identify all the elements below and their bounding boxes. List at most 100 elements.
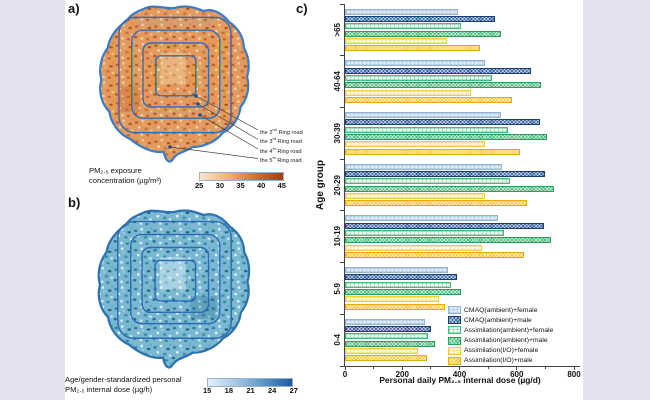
bar-20-29-CMAQ(ambient)+female	[345, 163, 503, 170]
x-axis-minor-tick	[373, 366, 375, 369]
legend-row: Assimilation(ambient)+male	[448, 336, 553, 345]
x-tick-label-200: 200	[395, 370, 409, 379]
bar-0-4-CMAQ(ambient)+female	[345, 318, 426, 325]
bar-30-39-CMAQ(ambient)+male	[345, 119, 540, 126]
chart-legend: CMAQ(ambient)+female CMAQ(ambient)+male As…	[448, 306, 553, 367]
bar-30-39-Assimilation(I/O)+male	[345, 148, 520, 155]
bar-chart-plot: CMAQ(ambient)+female CMAQ(ambient)+male As…	[333, 3, 581, 379]
y-axis-tick	[340, 262, 344, 264]
y-tick-label-text: 5-9	[332, 282, 342, 295]
bar-40-64-Assimilation(I/O)+female	[345, 89, 471, 96]
colorbar-tick: 21	[246, 386, 255, 395]
y-tick-label-30-39: 30-39	[331, 107, 343, 159]
bar->65-CMAQ(ambient)+male	[345, 15, 496, 22]
ring-road-4	[130, 233, 221, 325]
bar-5-9-Assimilation(I/O)+male	[345, 303, 446, 310]
y-axis-line	[344, 4, 345, 366]
y-axis-label-text: Age group	[314, 160, 326, 210]
legend-swatch-icon	[448, 306, 461, 314]
y-tick-label-text: 10-19	[332, 226, 342, 247]
legend-row: Assimilation(I/O)+female	[448, 346, 553, 355]
bar-0-4-Assimilation(I/O)+female	[345, 348, 418, 355]
colorbar-tick: 15	[203, 386, 212, 395]
bar-20-29-Assimilation(I/O)+male	[345, 200, 527, 207]
colorbar-b	[207, 378, 293, 387]
y-tick-label-text: 0-4	[332, 334, 342, 346]
panel-b-map	[97, 209, 251, 369]
legend-swatch-icon	[448, 326, 461, 335]
legend-label: CMAQ(ambient)+male	[464, 316, 532, 324]
x-axis-minor-tick	[487, 366, 489, 369]
bar-10-19-Assimilation(I/O)+male	[345, 251, 524, 258]
panel-c-label: c)	[296, 1, 308, 16]
y-axis-tick	[340, 210, 344, 212]
legend-row: Assimilation(I/O)+male	[448, 356, 553, 365]
ring-road-5	[117, 220, 232, 339]
y-axis-tick	[340, 3, 344, 5]
colorbar-a-title-line2: concentration (µg/m³)	[89, 175, 162, 185]
bar-5-9-Assimilation(ambient)+female	[345, 281, 451, 288]
bar-20-29-Assimilation(ambient)+female	[345, 178, 510, 185]
city-boundary	[97, 209, 251, 369]
bar-40-64-CMAQ(ambient)+male	[345, 67, 532, 74]
bar-0-4-Assimilation(I/O)+male	[345, 355, 427, 362]
bar-5-9-CMAQ(ambient)+female	[345, 267, 449, 274]
x-tick-label-0: 0	[342, 370, 348, 379]
bar-30-39-Assimilation(ambient)+male	[345, 133, 547, 140]
bar-30-39-Assimilation(ambient)+female	[345, 126, 509, 133]
colorbar-b-title: Age/gender-standardized personal PM₂.₅ i…	[65, 375, 207, 395]
x-tick-label-600: 600	[510, 370, 524, 379]
bar-20-29-CMAQ(ambient)+male	[345, 171, 546, 178]
colorbar-a	[199, 172, 284, 181]
bar-40-64-Assimilation(ambient)+male	[345, 82, 542, 89]
y-axis-tick	[340, 313, 344, 315]
legend-swatch-icon	[448, 316, 461, 325]
colorbar-tick: 24	[267, 386, 277, 395]
colorbar-tick: 40	[256, 181, 266, 190]
bar-20-29-Assimilation(I/O)+female	[345, 192, 486, 199]
y-axis-label: Age group	[313, 4, 327, 366]
bar-10-19-Assimilation(ambient)+female	[345, 230, 504, 237]
bar-40-64-CMAQ(ambient)+female	[345, 60, 486, 67]
bar-5-9-CMAQ(ambient)+male	[345, 274, 457, 281]
colorbar-a-title-line1: PM₂.₅ exposure	[89, 166, 142, 175]
legend-label: CMAQ(ambient)+female	[464, 306, 538, 314]
bar-10-19-CMAQ(ambient)+male	[345, 222, 544, 229]
y-axis-tick	[340, 55, 344, 57]
y-tick-label-text: 20-29	[332, 174, 342, 196]
y-axis-tick	[340, 158, 344, 160]
x-axis-minor-tick	[544, 366, 546, 369]
y-tick-label-20-29: 20-29	[331, 159, 343, 211]
bar-0-4-CMAQ(ambient)+male	[345, 326, 431, 333]
legend-label: Assimilation(I/O)+female	[464, 347, 539, 355]
colorbar-b-title-line1: Age/gender-standardized personal	[65, 375, 182, 384]
ring-road-annotation-4: the 4th Ring road	[260, 145, 302, 155]
legend-label: Assimilation(ambient)+female	[464, 326, 554, 334]
bar->65-Assimilation(ambient)+female	[345, 23, 461, 30]
x-axis-tick	[516, 366, 518, 370]
colorbar-a-ticks: 25 30 35 40 45	[195, 181, 286, 190]
bar-10-19-Assimilation(ambient)+male	[345, 237, 552, 244]
ring-road-2	[155, 55, 197, 97]
bar-20-29-Assimilation(ambient)+male	[345, 185, 554, 192]
ring-road-3	[142, 42, 210, 108]
ring-road-2	[154, 259, 197, 302]
colorbar-tick: 25	[195, 181, 204, 190]
y-tick-label-5-9: 5-9	[331, 263, 343, 315]
y-tick-label-text: >65	[332, 23, 342, 37]
panel-a-label: a)	[68, 1, 80, 16]
x-axis-minor-tick	[430, 366, 432, 369]
y-tick-label-10-19: 10-19	[331, 211, 343, 263]
bar-5-9-Assimilation(I/O)+female	[345, 296, 440, 303]
legend-swatch-icon	[448, 336, 461, 345]
x-axis-tick	[573, 366, 575, 370]
bar-40-64-Assimilation(ambient)+female	[345, 74, 493, 81]
x-tick-label-400: 400	[452, 370, 467, 379]
colorbar-b-ticks: 15 18 21 24 27	[203, 386, 298, 395]
panel-a-map	[99, 5, 250, 163]
colorbar-a-title: PM₂.₅ exposure concentration (µg/m³)	[89, 166, 197, 186]
x-axis-line	[344, 366, 580, 367]
ring-road-5	[118, 16, 232, 134]
bar-5-9-Assimilation(ambient)+male	[345, 289, 461, 296]
bar-10-19-CMAQ(ambient)+female	[345, 215, 499, 222]
